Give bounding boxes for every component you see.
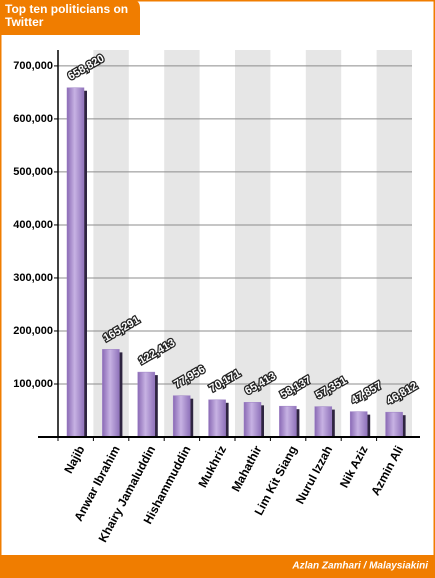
- y-tick-label: 600,000: [13, 113, 53, 125]
- stripe: [235, 50, 271, 437]
- bar: [243, 402, 262, 438]
- bar: [208, 399, 226, 438]
- y-tick-label: 700,000: [13, 60, 53, 72]
- y-tick-label: 500,000: [13, 166, 53, 178]
- source: Azlan Zamhari / Malaysiakini: [291, 561, 428, 572]
- chart-title: Top ten politicians on Twitter: [5, 2, 128, 29]
- y-tick-label: 300,000: [13, 272, 53, 284]
- bar: [385, 411, 403, 438]
- x-tick-label: Mahathir: [229, 443, 265, 494]
- bar: [102, 349, 120, 438]
- stripe: [164, 50, 200, 437]
- y-tick-label: 400,000: [13, 219, 53, 231]
- bar: [66, 87, 85, 438]
- x-tick-label: Azmin Ali: [368, 443, 406, 497]
- bar: [349, 411, 368, 438]
- bar: [137, 371, 156, 438]
- x-tick-label: Nik Aziz: [337, 443, 371, 490]
- x-tick-label: Mukhriz: [195, 443, 229, 490]
- x-tick-label: Nurul Izzah: [293, 443, 335, 506]
- stripe: [376, 50, 412, 437]
- bar: [279, 405, 297, 438]
- footer-bar: [0, 555, 435, 578]
- title-tab: [0, 0, 140, 35]
- stripe: [305, 50, 342, 437]
- bar: [172, 395, 191, 438]
- x-tick-label: Najib: [61, 443, 87, 475]
- bar: [314, 406, 333, 438]
- y-tick-label: 200,000: [13, 325, 53, 337]
- y-tick-label: 100,000: [13, 378, 53, 390]
